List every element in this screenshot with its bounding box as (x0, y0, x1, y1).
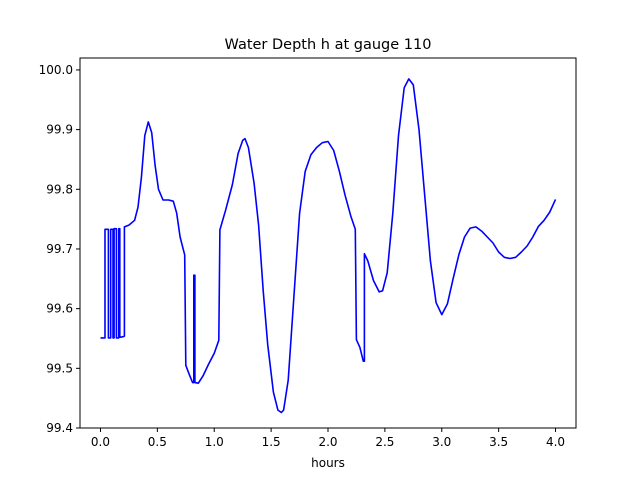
y-tick-label: 99.4 (46, 421, 73, 435)
x-tick-label: 1.0 (205, 435, 224, 449)
y-tick-label: 99.5 (46, 361, 73, 375)
x-tick-label: 3.0 (432, 435, 451, 449)
plot-frame (79, 57, 577, 429)
y-tick-label: 100.0 (39, 63, 73, 77)
y-tick-label: 99.7 (46, 242, 73, 256)
plot-area: 0.0 0.5 1.0 1.5 2.0 2.5 3.0 3.5 4.0 99.4 99.5 99.6… (39, 57, 577, 449)
x-tick-label: 0.5 (148, 435, 167, 449)
x-tick-label: 2.5 (375, 435, 394, 449)
x-tick-label: 4.0 (546, 435, 565, 449)
x-tick-label: 0.0 (91, 435, 110, 449)
y-tick-label: 99.8 (46, 182, 73, 196)
x-tick-label: 3.5 (489, 435, 508, 449)
y-tick-label: 99.6 (46, 302, 73, 316)
series-line (100, 78, 557, 414)
y-axis: 99.4 99.5 99.6 99.7 99.8 99.9 100.0 (39, 63, 80, 435)
x-tick-label: 2.0 (318, 435, 337, 449)
x-tick-label: 1.5 (262, 435, 281, 449)
x-axis-label: hours (311, 456, 345, 470)
chart-title: Water Depth h at gauge 110 (225, 37, 432, 53)
y-tick-label: 99.9 (46, 123, 73, 137)
x-axis: 0.0 0.5 1.0 1.5 2.0 2.5 3.0 3.5 4.0 (91, 428, 565, 449)
